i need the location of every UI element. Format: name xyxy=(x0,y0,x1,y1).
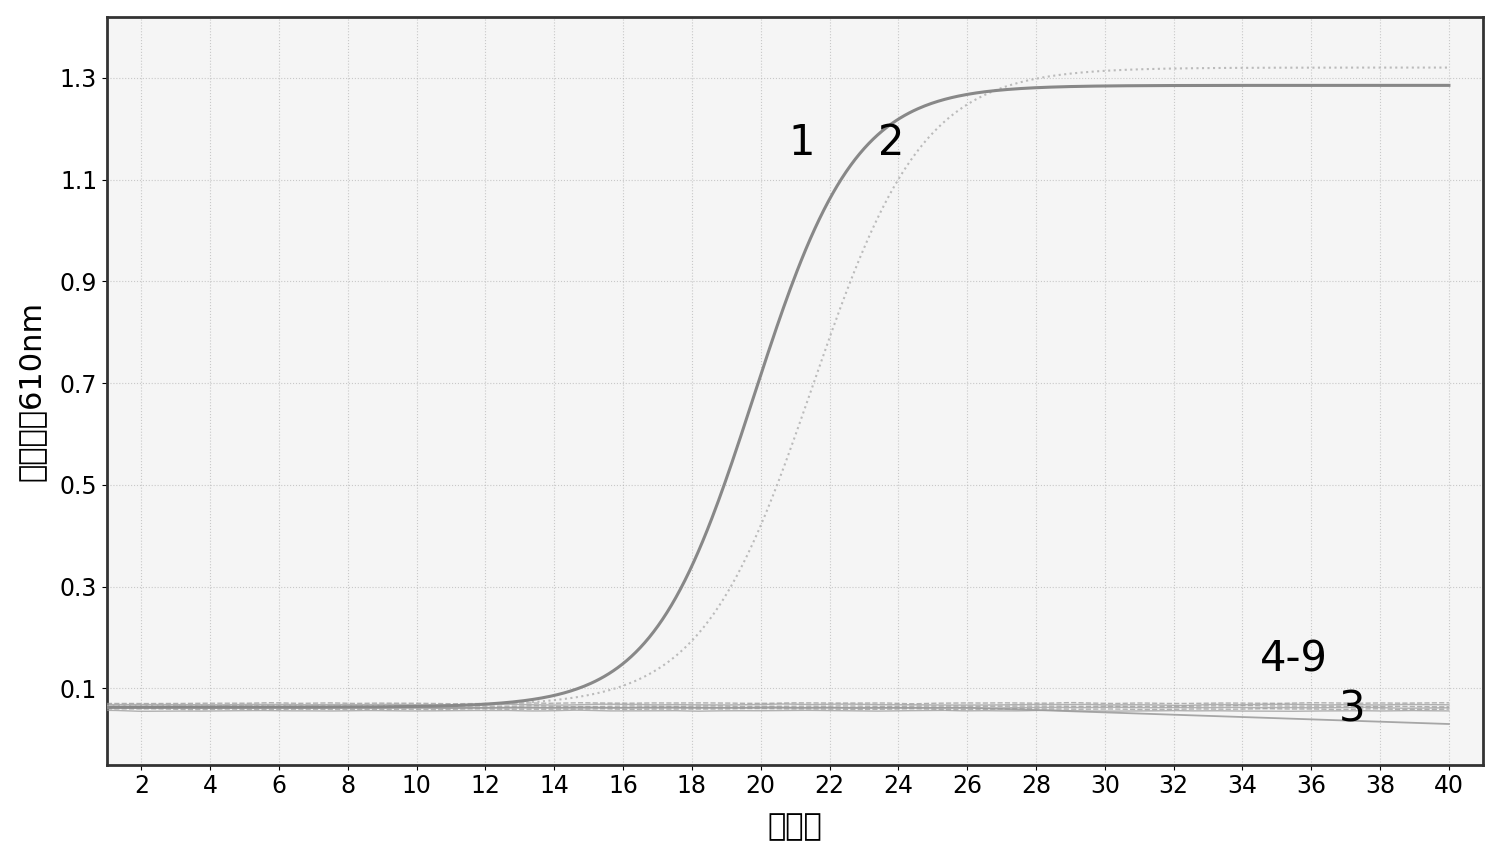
Text: 1: 1 xyxy=(789,122,816,164)
Text: 3: 3 xyxy=(1340,688,1366,730)
Text: 4-9: 4-9 xyxy=(1260,638,1328,680)
Y-axis label: 荧光强度610nm: 荧光强度610nm xyxy=(16,300,45,480)
X-axis label: 循环数: 循环数 xyxy=(768,813,822,842)
Text: 2: 2 xyxy=(879,122,904,164)
